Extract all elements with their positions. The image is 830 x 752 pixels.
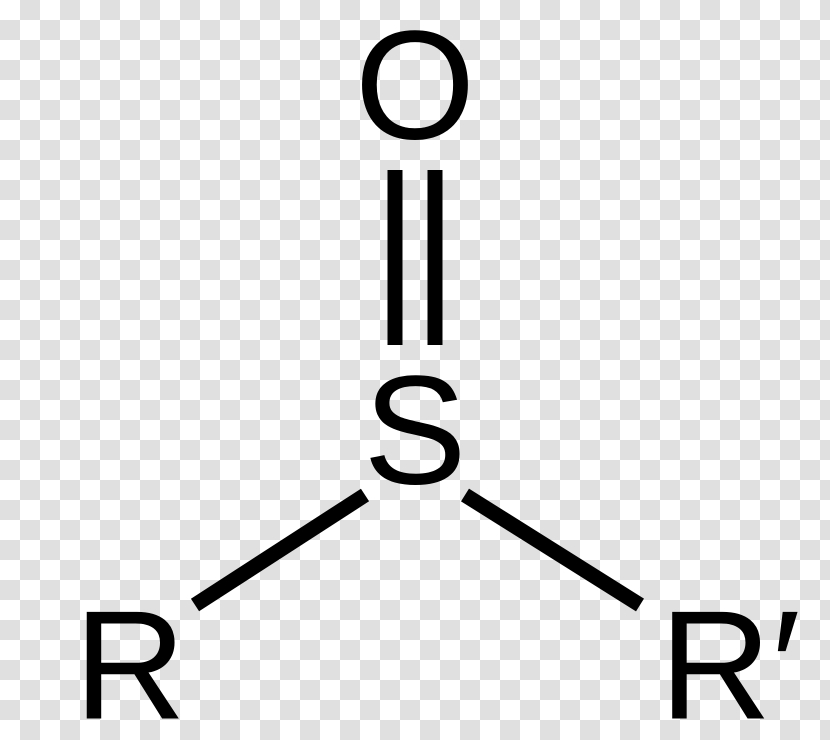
atom-sulfur: S [363,353,466,508]
single-bond-s-r2 [465,495,640,605]
atom-oxygen: O [355,8,476,163]
sulfoxide-structure-diagram: O S R R′ [0,0,830,740]
atom-r1: R [74,588,186,743]
atom-r2-prime: R′ [660,588,801,743]
single-bond-s-r1 [195,495,365,605]
